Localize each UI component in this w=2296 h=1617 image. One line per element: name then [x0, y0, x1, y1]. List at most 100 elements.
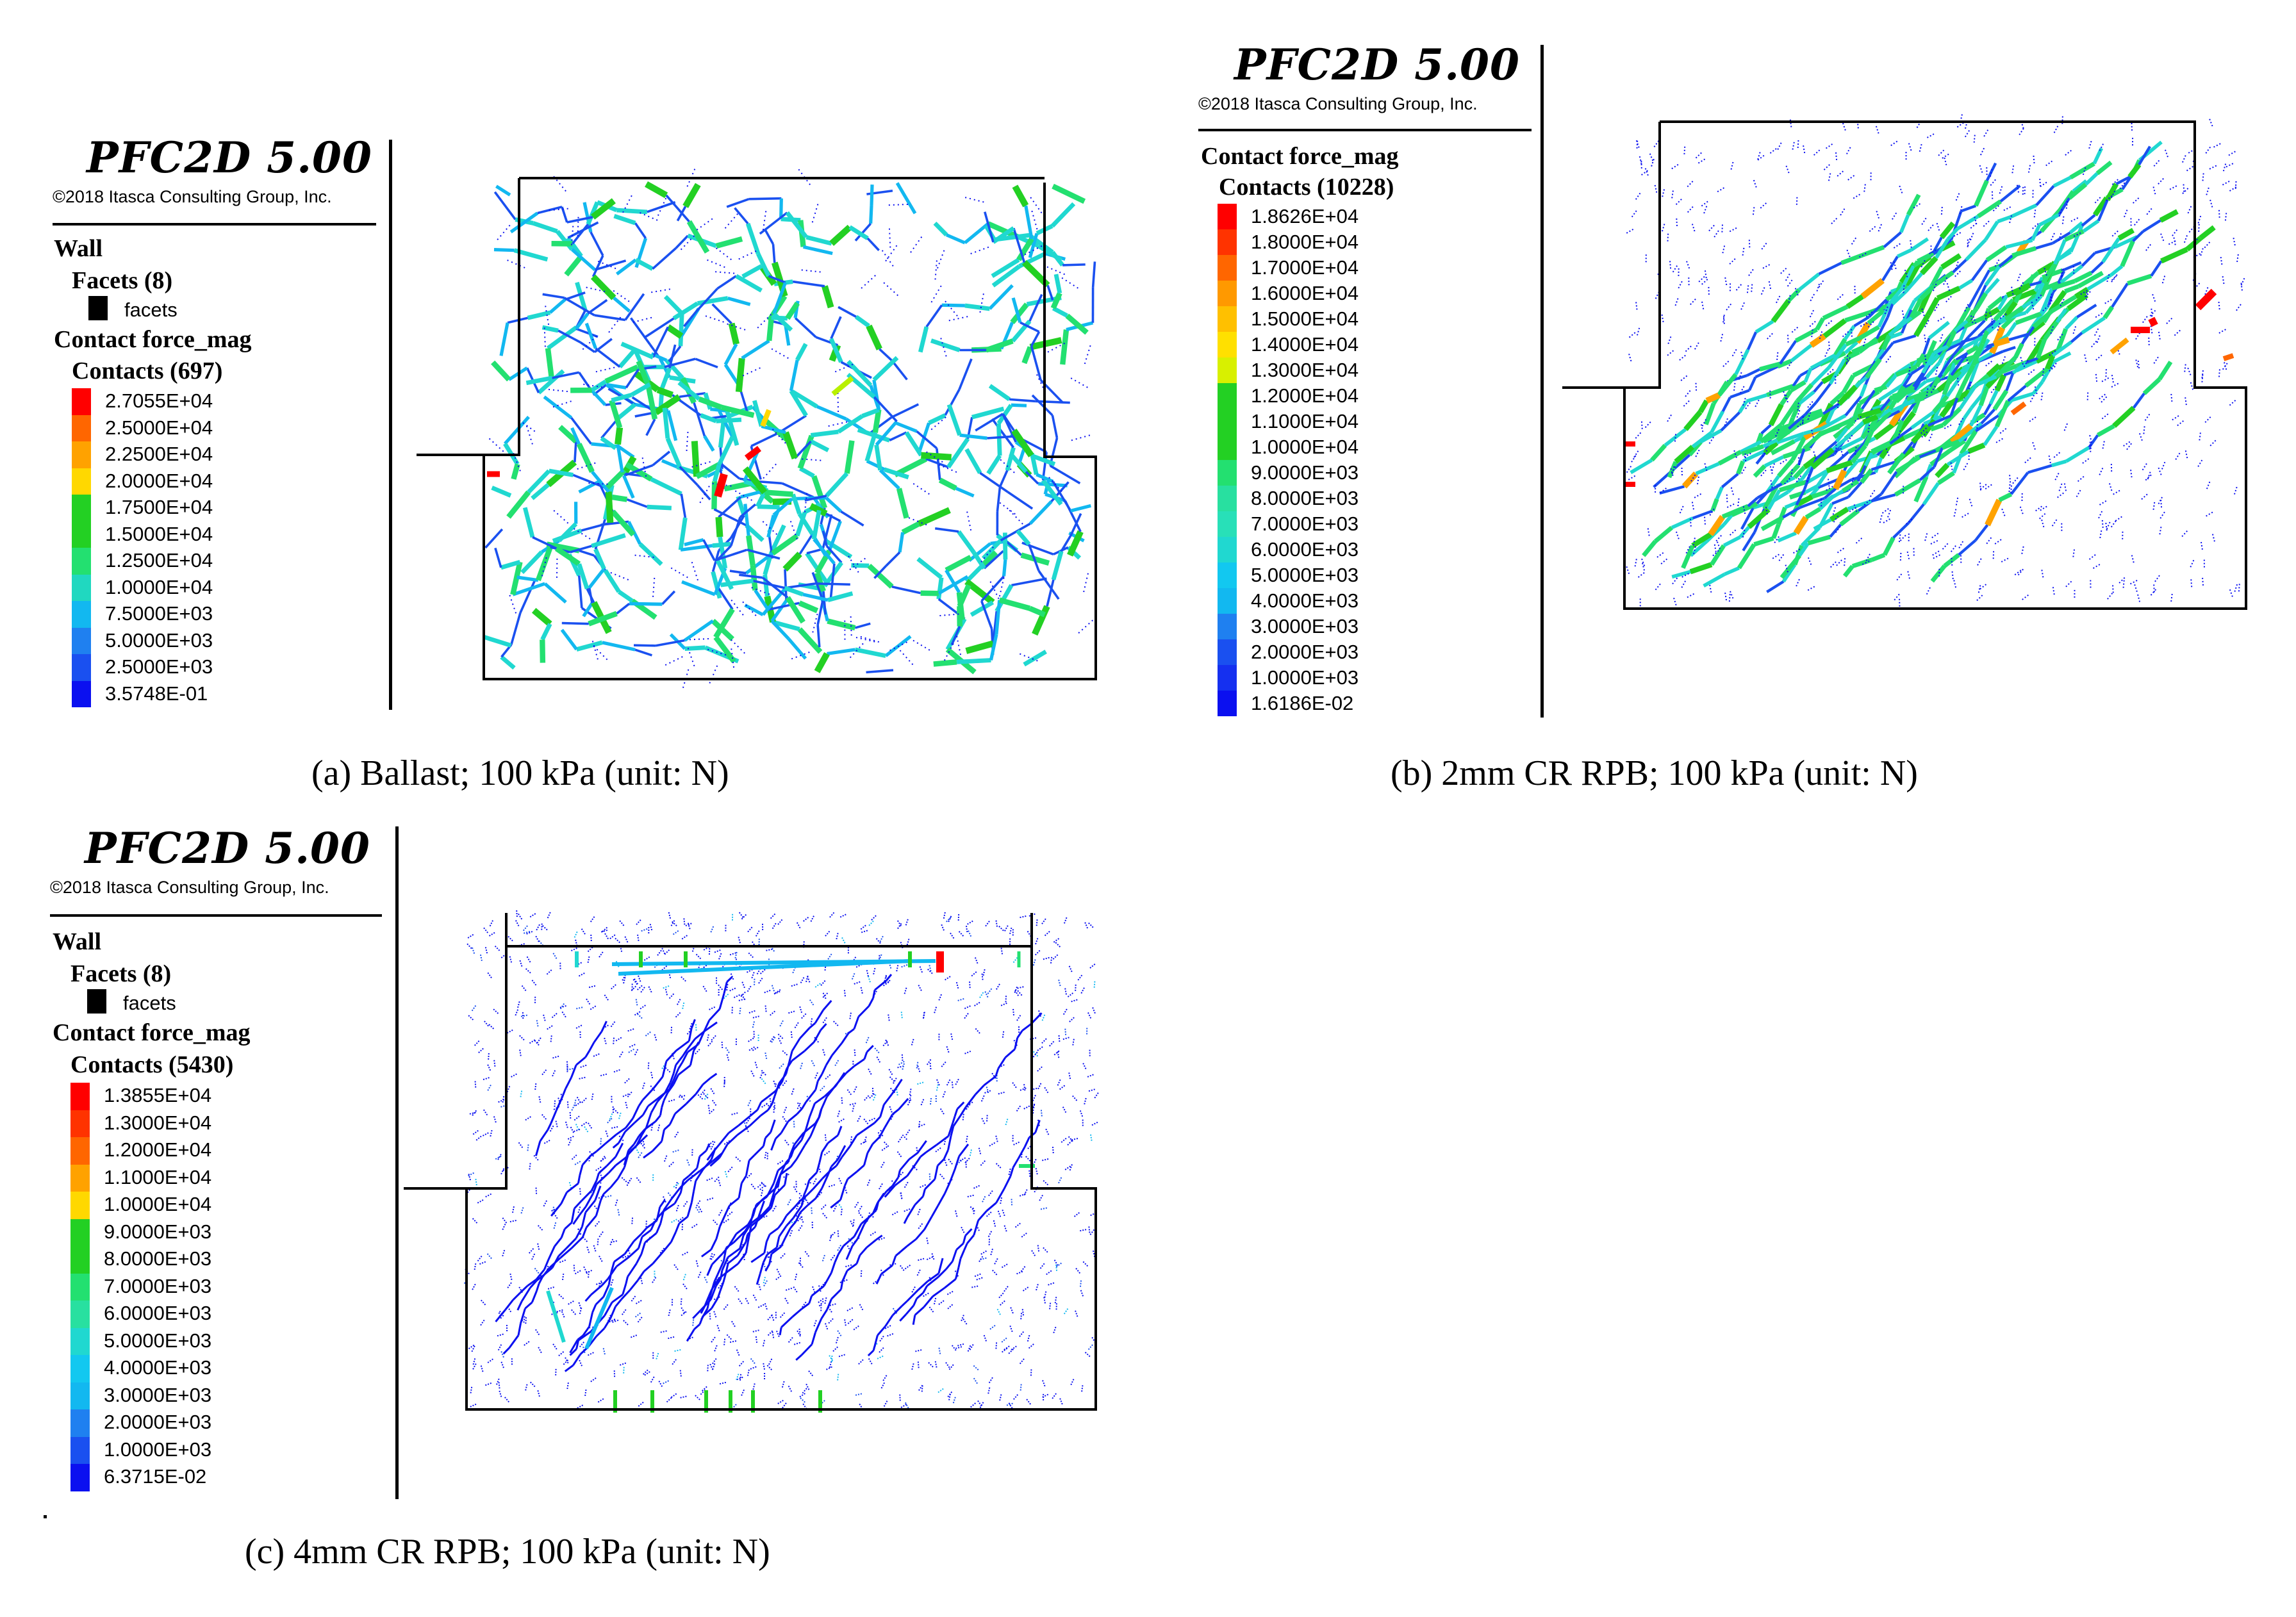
weak-contact: [1084, 1097, 1087, 1104]
weak-contact: [934, 1006, 937, 1014]
weak-contact: [2201, 576, 2204, 586]
force-chain: [795, 1144, 806, 1160]
force-chain: [570, 1064, 577, 1078]
force-chain: [697, 296, 729, 306]
weak-contact: [793, 1286, 798, 1293]
force-chain: [1832, 415, 1860, 431]
weak-contact: [661, 965, 668, 971]
weak-contact: [509, 1273, 513, 1281]
force-chain: [2008, 332, 2029, 341]
force-chain: [790, 1158, 798, 1167]
force-chain: [543, 1259, 550, 1270]
force-chain: [798, 600, 819, 614]
weak-contact: [840, 1208, 843, 1215]
weak-contact: [502, 1224, 506, 1230]
weak-contact: [788, 1336, 793, 1343]
weak-contact: [695, 1395, 700, 1400]
force-chain: [595, 1327, 606, 1337]
force-chain: [615, 1127, 627, 1136]
force-chain: [872, 356, 899, 382]
force-chain: [1997, 294, 2009, 310]
weak-contact: [979, 293, 984, 313]
force-chain: [584, 1193, 594, 1208]
weak-contact: [2105, 521, 2108, 531]
force-chain: [866, 237, 880, 251]
weak-contact: [2095, 372, 2098, 382]
weak-contact: [829, 912, 835, 918]
weak-contact: [713, 1219, 718, 1226]
force-chain: [502, 1347, 510, 1355]
weak-contact: [1058, 980, 1061, 987]
weak-contact: [782, 1080, 788, 1087]
weak-contact: [923, 1292, 929, 1297]
weak-contact: [2049, 349, 2057, 356]
weak-contact: [985, 921, 990, 927]
scale-value: 5.0000E+03: [1251, 564, 1359, 586]
force-chain: [1946, 227, 1959, 241]
force-chain: [672, 301, 699, 320]
force-chain: [2039, 288, 2054, 315]
force-chain: [2035, 242, 2053, 250]
force-chain: [720, 1270, 723, 1279]
force-chain: [638, 542, 663, 566]
force-chain: [555, 1097, 563, 1112]
weak-contact: [982, 969, 986, 976]
weak-contact: [790, 1031, 793, 1038]
force-chain: [1831, 436, 1849, 451]
scale-value: 1.3855E+04: [104, 1084, 212, 1106]
force-chain: [742, 1222, 752, 1236]
weak-contact: [938, 464, 957, 473]
weak-contact: [624, 1078, 630, 1084]
force-chain: [1977, 199, 2002, 218]
weak-contact: [1042, 1393, 1049, 1398]
weak-contact: [871, 915, 877, 921]
weak-contact: [703, 1093, 709, 1099]
weak-contact: [593, 1245, 597, 1252]
force-chain: [937, 1158, 945, 1167]
force-chain: [930, 338, 961, 352]
force-chain: [509, 211, 539, 234]
force-chain: [770, 1194, 776, 1208]
force-chain: [854, 647, 886, 659]
weak-contact: [1752, 206, 1755, 215]
force-chain: [759, 1207, 772, 1220]
weak-contact: [2083, 353, 2087, 363]
weak-contact: [719, 1381, 727, 1385]
force-chain: [780, 1316, 793, 1328]
force-chain: [693, 1180, 697, 1192]
weak-contact: [497, 224, 511, 240]
weak-contact: [577, 217, 579, 236]
force-chain: [837, 1145, 847, 1160]
force-chain: [922, 1188, 926, 1197]
force-chain: [851, 1238, 859, 1247]
force-chain: [661, 459, 678, 469]
weak-contact: [1043, 1297, 1046, 1304]
force-chain: [635, 1134, 643, 1147]
weak-contact: [2145, 243, 2152, 251]
force-chain: [720, 463, 741, 480]
force-chain: [1070, 504, 1091, 513]
force-chain: [2096, 423, 2115, 438]
force-chain: [821, 1174, 829, 1189]
force-chain: [928, 413, 946, 425]
weak-contact: [767, 1330, 773, 1336]
force-chain: [637, 1270, 645, 1281]
force-chain: [1942, 374, 1954, 396]
force-chain: [750, 432, 779, 447]
weak-contact: [506, 1085, 511, 1093]
weak-contact: [779, 1063, 784, 1069]
weak-contact: [586, 286, 606, 293]
weak-contact: [543, 1014, 546, 1021]
weak-contact: [2028, 368, 2036, 375]
weak-contact: [508, 935, 513, 942]
force-chain: [1692, 509, 1714, 520]
weak-contact: [896, 965, 899, 972]
weak-contact: [938, 1347, 941, 1354]
weak-contact: [1013, 1141, 1020, 1145]
weak-contact: [1696, 475, 1700, 484]
weak-contact: [783, 1106, 788, 1113]
weak-contact: [844, 1319, 847, 1326]
weak-contact: [1674, 432, 1677, 442]
force-chain: [2053, 239, 2067, 265]
force-chain: [1871, 441, 1892, 456]
